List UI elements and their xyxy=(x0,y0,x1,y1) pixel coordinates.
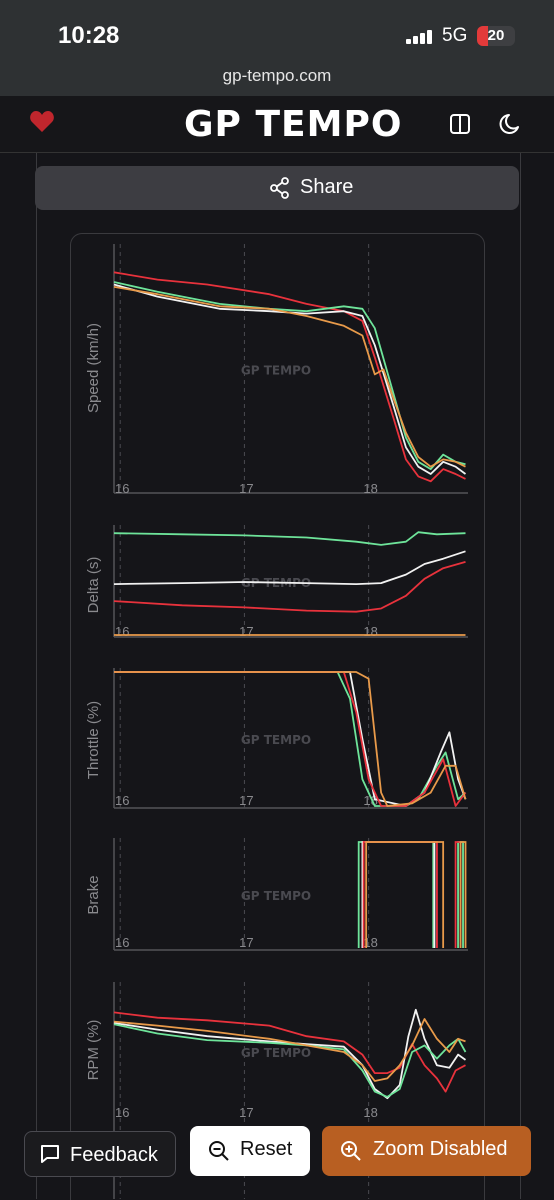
brake-segment-orange xyxy=(365,841,445,948)
url-text: gp-tempo.com xyxy=(222,66,332,85)
site-navbar: GP TEMPO xyxy=(0,96,554,153)
telemetry-charts-panel xyxy=(70,233,485,1200)
y-axis-label: Delta (s) xyxy=(85,557,102,614)
battery-icon: 20 xyxy=(477,26,515,46)
status-time: 10:28 xyxy=(58,22,120,49)
brake-segment-white xyxy=(361,841,436,948)
site-logo[interactable]: GP TEMPO xyxy=(184,104,403,145)
x-tick-label: 18 xyxy=(363,1105,377,1120)
reset-label: Reset xyxy=(240,1138,293,1160)
watermark-text: GP TEMPO xyxy=(241,889,311,903)
x-tick-label: 16 xyxy=(115,624,129,639)
cellular-signal-icon xyxy=(406,30,434,44)
series-line-white xyxy=(113,550,466,585)
zoom-out-icon xyxy=(209,1141,229,1161)
series-line-orange xyxy=(114,671,467,807)
x-tick-label: 17 xyxy=(239,935,253,950)
content-card xyxy=(36,153,521,1199)
series-line-white xyxy=(113,283,467,475)
x-tick-label: 18 xyxy=(363,624,377,639)
x-tick-label: 16 xyxy=(115,935,129,950)
share-icon xyxy=(270,177,289,199)
watermark-text: GP TEMPO xyxy=(241,733,311,747)
panel-icon[interactable] xyxy=(448,112,472,136)
feedback-label: Feedback xyxy=(70,1144,158,1166)
x-tick-label: 18 xyxy=(363,481,377,496)
x-tick-label: 17 xyxy=(239,624,253,639)
x-tick-label: 17 xyxy=(239,1105,253,1120)
series-line-green xyxy=(113,281,466,470)
moon-icon[interactable] xyxy=(498,111,524,137)
series-line-red xyxy=(113,1011,466,1093)
heart-icon[interactable] xyxy=(29,110,55,134)
battery-level: 20 xyxy=(487,27,505,44)
reset-button[interactable]: Reset xyxy=(190,1126,310,1176)
x-tick-label: 17 xyxy=(239,481,253,496)
brake-segment-red xyxy=(362,841,438,948)
series-line-green xyxy=(113,531,466,546)
share-label: Share xyxy=(300,176,354,198)
zoom-toggle-button[interactable]: Zoom Disabled xyxy=(322,1126,531,1176)
x-tick-label: 16 xyxy=(115,793,129,808)
chat-bubble-icon xyxy=(41,1145,59,1163)
watermark-text: GP TEMPO xyxy=(241,364,311,378)
browser-url-bar[interactable]: gp-tempo.com xyxy=(0,58,554,96)
series-line-orange xyxy=(113,286,466,468)
series-line-white xyxy=(113,1008,467,1100)
x-tick-label: 16 xyxy=(115,1105,129,1120)
brake-segment-green xyxy=(357,841,435,948)
network-type: 5G xyxy=(442,25,468,46)
y-axis-label: Brake xyxy=(85,875,102,914)
feedback-button[interactable]: Feedback xyxy=(24,1131,176,1177)
status-bar: 10:28 5G 20 xyxy=(0,0,554,58)
series-line-green xyxy=(113,1023,467,1098)
zoom-label: Zoom Disabled xyxy=(373,1138,508,1160)
series-line-orange xyxy=(113,1018,466,1082)
x-tick-label: 16 xyxy=(115,481,129,496)
series-line-red xyxy=(113,561,466,613)
y-axis-label: Throttle (%) xyxy=(85,701,102,779)
x-tick-label: 17 xyxy=(239,793,253,808)
brake-segment-orange xyxy=(459,841,467,948)
share-button[interactable]: Share xyxy=(35,166,519,210)
y-axis-label: RPM (%) xyxy=(85,1020,102,1081)
zoom-in-icon xyxy=(341,1141,361,1161)
y-axis-label: Speed (km/h) xyxy=(85,323,102,413)
series-line-red xyxy=(113,271,466,483)
watermark-text: GP TEMPO xyxy=(241,1046,311,1060)
